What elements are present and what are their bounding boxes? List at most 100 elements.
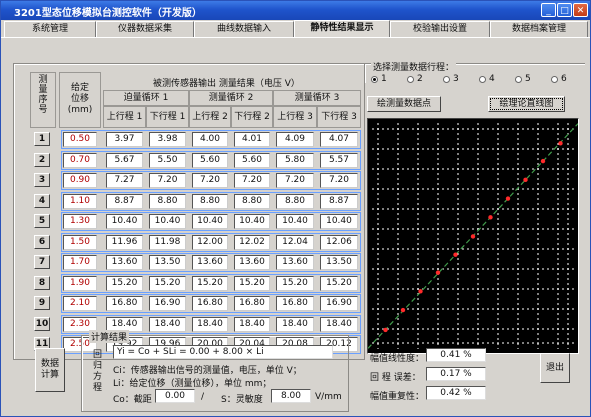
tab-output-settings[interactable]: 校验输出设置 [390, 21, 490, 37]
title-bar[interactable]: 3201型态位移模拟台测控软件（开发版） _ □ ✕ [1, 1, 590, 20]
measurement-cell[interactable]: 4.07 [320, 132, 358, 147]
measurement-cell[interactable]: 5.50 [149, 152, 186, 168]
tab-system[interactable]: 系统管理 [4, 21, 96, 37]
row-number[interactable]: 5 [34, 214, 50, 228]
measurement-cell[interactable]: 18.40 [234, 316, 270, 332]
measurement-cell[interactable]: 5.60 [234, 152, 270, 168]
row-number[interactable]: 4 [34, 193, 50, 208]
measurement-cell[interactable]: 10.40 [106, 214, 143, 229]
measurement-cell[interactable]: 11.98 [149, 234, 186, 250]
measurement-cell[interactable]: 8.87 [320, 193, 358, 209]
measurement-cell[interactable]: 5.60 [192, 152, 228, 168]
minimize-button[interactable]: _ [541, 3, 556, 17]
measurement-cell[interactable]: 15.20 [320, 275, 358, 291]
measurement-cell[interactable]: 7.20 [320, 173, 358, 188]
measurement-cell[interactable]: 12.02 [234, 234, 270, 250]
measurement-cell[interactable]: 15.20 [149, 275, 186, 291]
measurement-cell[interactable]: 4.01 [234, 132, 270, 147]
close-button[interactable]: ✕ [573, 3, 588, 17]
measurement-cell[interactable]: 5.80 [276, 152, 314, 168]
measurement-cell[interactable]: 7.20 [234, 173, 270, 188]
stroke-radio-1[interactable] [371, 76, 378, 83]
displacement-cell[interactable]: 0.70 [63, 152, 97, 168]
measurement-cell[interactable]: 18.40 [320, 316, 358, 332]
measurement-cell[interactable]: 5.57 [320, 152, 358, 168]
displacement-cell[interactable]: 0.50 [63, 132, 97, 147]
measurement-cell[interactable]: 3.97 [106, 132, 143, 147]
measurement-cell[interactable]: 13.60 [106, 255, 143, 270]
stroke-radio-2[interactable] [407, 76, 414, 83]
measurement-cell[interactable]: 7.20 [192, 173, 228, 188]
measurement-cell[interactable]: 13.60 [276, 255, 314, 270]
measurement-cell[interactable]: 8.80 [149, 193, 186, 209]
measurement-cell[interactable]: 10.40 [276, 214, 314, 229]
measurement-cell[interactable]: 15.20 [192, 275, 228, 291]
stroke-radio-6[interactable] [551, 76, 558, 83]
stroke-radio-5[interactable] [515, 76, 522, 83]
measurement-cell[interactable]: 16.80 [106, 296, 143, 311]
measurement-cell[interactable]: 8.80 [234, 193, 270, 209]
row-number[interactable]: 8 [34, 275, 50, 290]
displacement-cell[interactable]: 1.10 [63, 193, 97, 209]
row-number[interactable]: 6 [34, 234, 50, 249]
displacement-cell[interactable]: 1.90 [63, 275, 97, 291]
measurement-cell[interactable]: 18.40 [192, 316, 228, 332]
measurement-cell[interactable]: 10.40 [320, 214, 358, 229]
measurement-cell[interactable]: 7.20 [276, 173, 314, 188]
displacement-cell[interactable]: 2.10 [63, 296, 97, 311]
measurement-cell[interactable]: 10.40 [234, 214, 270, 229]
measurement-cell[interactable]: 10.40 [192, 214, 228, 229]
row-number[interactable]: 3 [34, 173, 50, 187]
measurement-cell[interactable]: 10.40 [149, 214, 186, 229]
displacement-cell[interactable]: 0.90 [63, 173, 97, 188]
measurement-cell[interactable]: 7.27 [106, 173, 143, 188]
measurement-cell[interactable]: 18.40 [276, 316, 314, 332]
measurement-cell[interactable]: 13.50 [149, 255, 186, 270]
compute-button[interactable]: 数据计算 [35, 348, 65, 392]
plot-points-button[interactable]: 绘测量数据点 [367, 96, 441, 112]
row-number[interactable]: 9 [34, 296, 50, 310]
measurement-cell[interactable]: 8.87 [106, 193, 143, 209]
measurement-cell[interactable]: 4.00 [192, 132, 228, 147]
maximize-button[interactable]: □ [557, 3, 572, 17]
measurement-cell[interactable]: 12.00 [192, 234, 228, 250]
displacement-cell[interactable]: 1.30 [63, 214, 97, 229]
row-number[interactable]: 2 [34, 152, 50, 167]
measurement-cell[interactable]: 18.40 [149, 316, 186, 332]
measurement-cell[interactable]: 3.98 [149, 132, 186, 147]
measurement-cell[interactable]: 16.80 [276, 296, 314, 311]
displacement-cell[interactable]: 1.50 [63, 234, 97, 250]
row-number[interactable]: 10 [34, 316, 50, 331]
displacement-cell[interactable]: 2.50 [63, 337, 97, 352]
measurement-cell[interactable]: 13.50 [320, 255, 358, 270]
displacement-cell[interactable]: 1.70 [63, 255, 97, 270]
measurement-cell[interactable]: 16.90 [320, 296, 358, 311]
tab-acquisition[interactable]: 仪器数据采集 [96, 21, 194, 37]
plot-line-button[interactable]: 绘理论直线图 [488, 96, 565, 112]
row-number[interactable]: 7 [34, 255, 50, 269]
measurement-cell[interactable]: 7.20 [149, 173, 186, 188]
measurement-cell[interactable]: 16.90 [149, 296, 186, 311]
measurement-cell[interactable]: 16.80 [192, 296, 228, 311]
measurement-cell[interactable]: 12.06 [320, 234, 358, 250]
measurement-cell[interactable]: 12.04 [276, 234, 314, 250]
measurement-cell[interactable]: 13.60 [192, 255, 228, 270]
displacement-cell[interactable]: 2.30 [63, 316, 97, 332]
exit-button[interactable]: 退出 [540, 353, 570, 383]
stroke-radio-3[interactable] [443, 76, 450, 83]
measurement-cell[interactable]: 15.20 [234, 275, 270, 291]
stroke-radio-4[interactable] [479, 76, 486, 83]
tab-archive[interactable]: 数据档案管理 [490, 21, 588, 37]
tab-curve-input[interactable]: 曲线数据输入 [194, 21, 294, 37]
measurement-cell[interactable]: 16.80 [234, 296, 270, 311]
measurement-cell[interactable]: 4.09 [276, 132, 314, 147]
measurement-cell[interactable]: 11.96 [106, 234, 143, 250]
measurement-cell[interactable]: 13.60 [234, 255, 270, 270]
row-number[interactable]: 1 [34, 132, 50, 146]
measurement-cell[interactable]: 8.80 [192, 193, 228, 209]
measurement-cell[interactable]: 5.67 [106, 152, 143, 168]
measurement-cell[interactable]: 8.80 [276, 193, 314, 209]
tab-static-result[interactable]: 静特性结果显示 [294, 20, 390, 38]
measurement-cell[interactable]: 15.20 [276, 275, 314, 291]
measurement-cell[interactable]: 15.20 [106, 275, 143, 291]
